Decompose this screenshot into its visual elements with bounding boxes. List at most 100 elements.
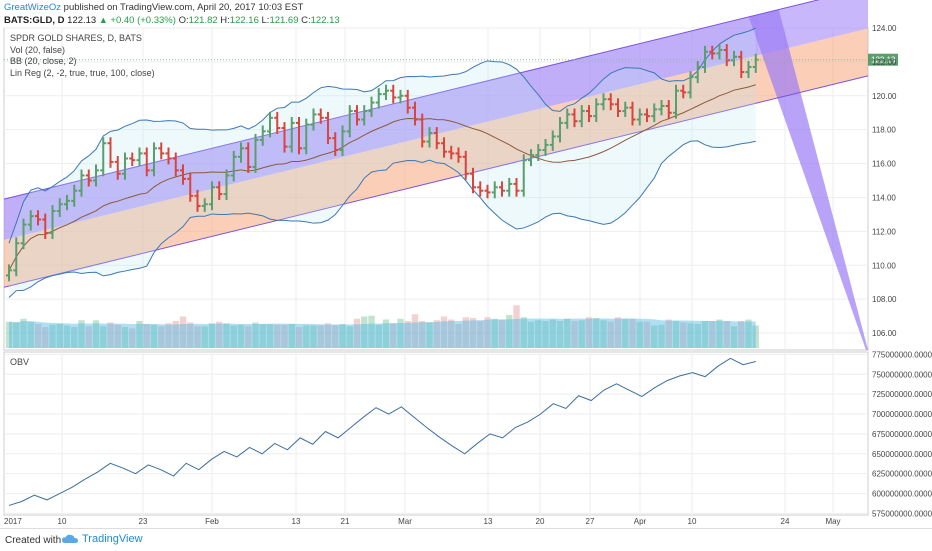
ohlc-bar — [636, 108, 643, 126]
volume-bar — [158, 326, 165, 348]
ohlc-bar — [78, 169, 85, 197]
volume-bar — [390, 323, 397, 348]
legend-linreg[interactable]: Lin Reg (2, -2, true, true, 100, close) — [10, 67, 155, 78]
volume-bar — [672, 321, 680, 348]
volume-bar — [42, 327, 49, 348]
ohlc-bar — [194, 189, 201, 212]
ohlc-bar — [267, 111, 273, 138]
obv-line — [8, 357, 756, 506]
volume-bar — [136, 321, 143, 348]
symbol-label[interactable]: BATS:GLD, D — [4, 15, 65, 26]
legend-volume[interactable]: Vol (20, false) — [10, 44, 66, 55]
price-axis-label: 120.00 — [872, 92, 897, 101]
volume-bar — [636, 321, 643, 348]
ohlc-bar — [397, 89, 404, 104]
obv-label[interactable]: OBV — [10, 357, 30, 367]
close-value: 122.13 — [310, 15, 340, 26]
ohlc-bar — [35, 210, 41, 226]
ohlc-bar — [361, 105, 368, 126]
ohlc-bar — [651, 103, 658, 123]
volume-bar — [542, 321, 549, 348]
volume-bar — [92, 320, 100, 348]
volume-bar — [527, 321, 535, 348]
volume-bar — [622, 318, 629, 348]
volume-bar — [274, 324, 281, 348]
x-axis-label: 21 — [341, 517, 350, 526]
volume-bar — [491, 318, 498, 348]
ohlc-bar — [158, 142, 165, 160]
ohlc-bar — [390, 84, 397, 104]
ohlc-bar — [571, 108, 578, 128]
ohlc-bar — [346, 105, 353, 138]
ohlc-bar — [303, 118, 310, 155]
ohlc-bar — [42, 213, 49, 239]
x-axis-label: 13 — [292, 517, 301, 526]
volume-bar — [658, 324, 665, 348]
price-axis-label: 110.00 — [872, 261, 896, 270]
author-link[interactable]: GreatWizeOz — [4, 2, 62, 13]
volume-bar — [13, 322, 20, 348]
volume-bar — [63, 325, 71, 348]
ohlc-bar — [477, 181, 484, 197]
open-value: 121.82 — [188, 15, 218, 26]
ohlc-bar — [13, 237, 20, 277]
ohlc-bar — [484, 184, 491, 199]
ohlc-bar — [470, 167, 476, 194]
x-axis-label: 27 — [586, 517, 595, 526]
ohlc-bar — [673, 84, 679, 119]
ohlc-bar — [629, 101, 636, 126]
volume-bar — [687, 323, 694, 348]
ohlc-bar — [274, 111, 281, 134]
x-axis-label: 10 — [688, 517, 697, 526]
obv-axis-label: 625000000.0000 — [872, 470, 932, 479]
volume-bar — [455, 324, 462, 348]
volume-bar — [295, 327, 303, 348]
volume-ma-area — [9, 318, 756, 348]
volume-bar — [375, 324, 382, 348]
volume-bar — [643, 321, 651, 348]
ohlc-bar — [462, 150, 469, 180]
volume-bar — [245, 326, 252, 348]
ohlc-bar — [143, 147, 150, 177]
tradingview-logo[interactable]: TradingView — [62, 533, 143, 545]
volume-bar — [382, 319, 390, 348]
volume-bar — [578, 320, 585, 348]
bollinger-fill — [9, 28, 756, 298]
ohlc-bar — [151, 142, 157, 177]
ohlc-bar — [520, 154, 527, 197]
ohlc-bar — [593, 98, 600, 123]
x-axis-label: May — [825, 517, 840, 526]
obv-axis-label: 750000000.0000 — [872, 370, 932, 379]
ohlc-bar — [85, 169, 92, 187]
volume-bar — [477, 321, 484, 348]
ohlc-bar — [339, 125, 346, 156]
ohlc-bar — [404, 89, 411, 114]
volume-bar — [252, 322, 259, 348]
ohlc-bar — [731, 50, 737, 67]
legend-bollinger[interactable]: BB (20, close, 2) — [10, 56, 77, 66]
ohlc-bar — [426, 127, 433, 148]
linreg-lower-channel — [4, 55, 759, 288]
volume-bar — [259, 324, 266, 348]
ohlc-bar — [738, 50, 745, 78]
x-axis-label: Feb — [205, 517, 219, 526]
legend-title[interactable]: SPDR GOLD SHARES, D, BATS — [10, 33, 142, 43]
volume-bar — [49, 324, 56, 348]
chart-canvas[interactable]: 122.13 106.00 108.00 110.00 112.00 114.00 116.… — [0, 0, 932, 528]
volume-bar — [230, 325, 237, 348]
volume-bar — [593, 318, 600, 348]
ohlc-bar — [607, 93, 614, 111]
ohlc-bar — [332, 132, 339, 156]
volume-bar — [549, 319, 556, 348]
ohlc-bar — [122, 152, 128, 180]
linreg-projection-fan — [748, 9, 868, 351]
ohlc-bar — [600, 93, 607, 111]
bollinger-lower-line — [8, 140, 756, 298]
volume-bar — [34, 324, 42, 348]
volume-bar — [694, 324, 701, 348]
volume-bar — [317, 325, 324, 348]
volume-bar — [738, 321, 745, 348]
ohlc-bar — [709, 45, 716, 60]
volume-bar — [5, 321, 13, 348]
volume-bar — [129, 328, 136, 348]
